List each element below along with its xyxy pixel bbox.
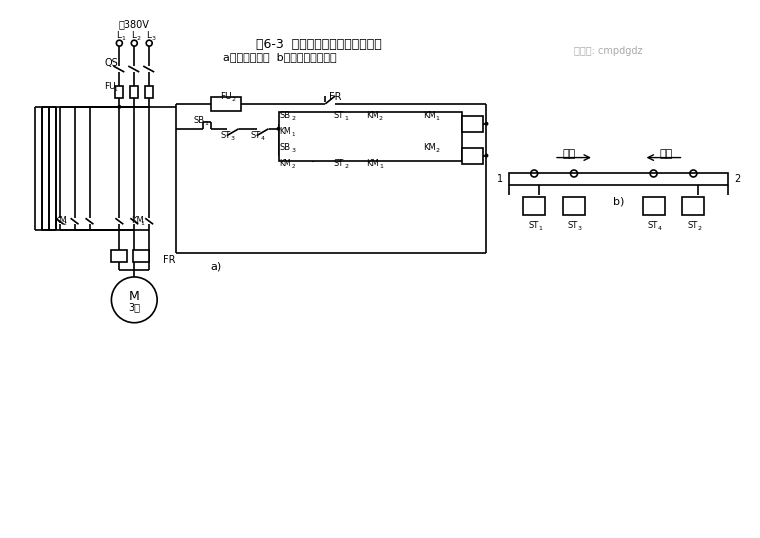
Text: 1: 1: [122, 36, 125, 41]
Text: KM: KM: [423, 111, 436, 121]
Text: ST: ST: [687, 221, 698, 230]
Text: ST: ST: [333, 159, 344, 168]
Bar: [211, 97, 241, 111]
Text: 图6-3  三相电动机的行程控制电路: 图6-3 三相电动机的行程控制电路: [255, 38, 382, 51]
Text: L: L: [131, 31, 136, 40]
Text: ST: ST: [568, 221, 578, 230]
Bar: [563, 197, 585, 215]
Text: 4: 4: [261, 136, 264, 141]
Bar: [130, 86, 138, 98]
Circle shape: [117, 105, 122, 109]
Text: KM: KM: [280, 127, 291, 136]
Text: 1: 1: [435, 116, 439, 121]
Text: KM: KM: [423, 143, 436, 152]
Text: 2: 2: [291, 116, 296, 121]
Text: ～380V: ～380V: [119, 19, 150, 29]
Text: 3～: 3～: [128, 302, 141, 312]
Text: 2: 2: [292, 164, 295, 169]
Text: KM: KM: [54, 216, 66, 225]
Text: 1: 1: [538, 226, 542, 231]
Text: 3: 3: [231, 136, 235, 141]
Text: 1: 1: [204, 121, 207, 126]
Bar: [145, 86, 154, 98]
Bar: [523, 197, 545, 215]
Bar: [278, 112, 461, 160]
Text: 3: 3: [151, 36, 155, 41]
Text: 1: 1: [379, 164, 383, 169]
Text: a）控制电路图  b）行程开关示意图: a）控制电路图 b）行程开关示意图: [223, 52, 337, 62]
Text: FR: FR: [329, 92, 341, 102]
Text: SB: SB: [280, 143, 291, 152]
Text: 4: 4: [657, 226, 661, 231]
Bar: [682, 197, 705, 215]
Bar: [112, 250, 128, 262]
Text: 1: 1: [113, 88, 117, 93]
Text: 1: 1: [344, 116, 348, 121]
Text: 2: 2: [136, 36, 141, 41]
Text: 3: 3: [291, 148, 296, 153]
Text: 2: 2: [344, 164, 348, 169]
Text: 3: 3: [578, 226, 582, 231]
Text: FR: FR: [163, 255, 176, 265]
Text: 1: 1: [141, 221, 144, 226]
Text: KM: KM: [131, 216, 144, 225]
Text: ST: ST: [220, 131, 231, 140]
Text: QS: QS: [104, 58, 119, 68]
Text: ST: ST: [251, 131, 261, 140]
Text: SB: SB: [280, 111, 291, 121]
Text: L: L: [116, 31, 121, 40]
Text: KM: KM: [366, 159, 378, 168]
Bar: [116, 86, 123, 98]
Text: 2: 2: [232, 97, 236, 102]
Text: 2: 2: [698, 226, 701, 231]
Bar: [643, 197, 664, 215]
Text: L: L: [146, 31, 150, 40]
Text: 1: 1: [497, 174, 503, 185]
Text: ST: ST: [648, 221, 657, 230]
Text: FU: FU: [220, 93, 232, 101]
Text: ST: ST: [528, 221, 538, 230]
Text: a): a): [211, 261, 221, 271]
Bar: [509, 173, 728, 186]
Text: 2: 2: [734, 174, 740, 185]
Circle shape: [277, 127, 280, 131]
Text: ST: ST: [333, 111, 344, 121]
Circle shape: [484, 122, 489, 126]
Text: FU: FU: [104, 82, 116, 91]
Text: SB: SB: [193, 116, 204, 125]
Text: 2: 2: [62, 221, 67, 226]
Circle shape: [484, 153, 489, 158]
Text: KM: KM: [366, 111, 378, 121]
Text: 1: 1: [292, 132, 295, 137]
Text: b): b): [613, 196, 625, 207]
Text: 前进: 前进: [562, 148, 575, 159]
Text: 微信号: cmpdgdz: 微信号: cmpdgdz: [574, 46, 642, 56]
Text: M: M: [129, 291, 140, 303]
Text: 后退: 后退: [660, 148, 673, 159]
Bar: [133, 250, 149, 262]
Bar: [461, 147, 483, 164]
Bar: [461, 116, 483, 132]
Text: 2: 2: [435, 148, 440, 153]
Text: KM: KM: [280, 159, 291, 168]
Text: 2: 2: [379, 116, 383, 121]
